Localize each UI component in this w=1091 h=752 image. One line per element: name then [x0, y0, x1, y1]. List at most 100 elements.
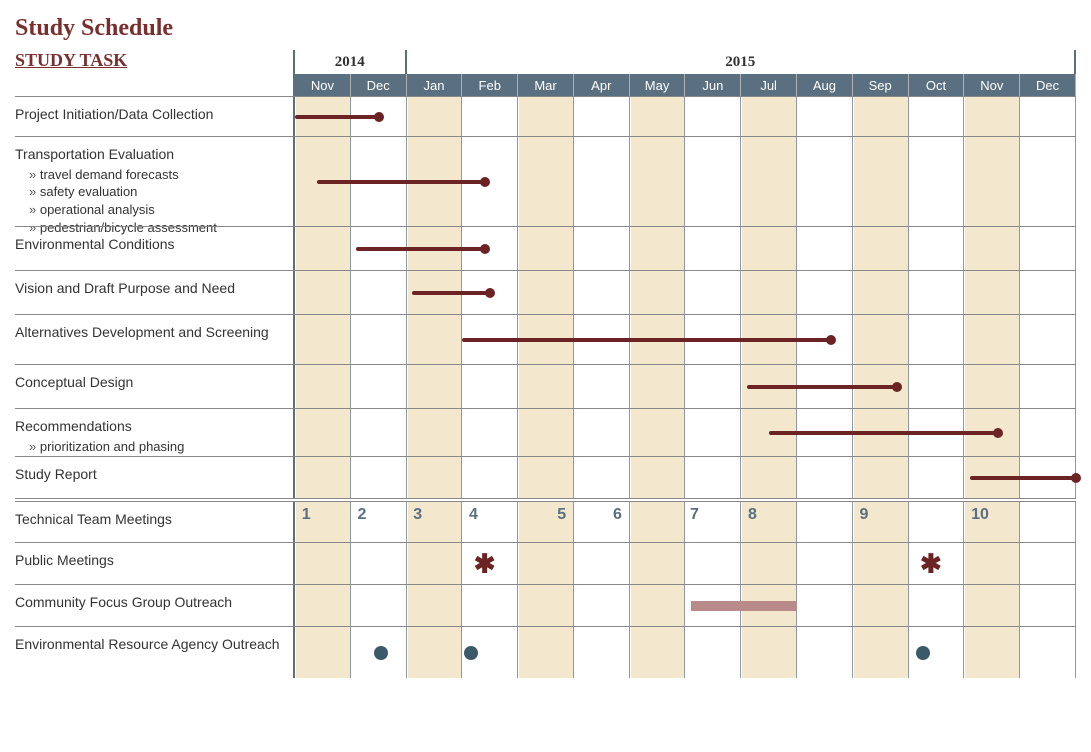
grid-cell [685, 409, 741, 456]
task-label: Community Focus Group Outreach [15, 585, 295, 626]
task-row: Alternatives Development and Screening [15, 314, 1076, 364]
task-name: Technical Team Meetings [15, 511, 172, 527]
dot-icon [374, 646, 388, 660]
grid-cell [518, 365, 574, 408]
meeting-number: 2 [357, 506, 366, 524]
grid-cell [685, 271, 741, 314]
grid-cell [295, 271, 351, 314]
grid-cell [685, 627, 741, 678]
month-label: Dec [351, 74, 407, 96]
grid-cell [518, 97, 574, 136]
grid-cell [909, 457, 965, 498]
task-subitem: travel demand forecasts [29, 166, 283, 184]
task-label: Transportation Evaluation travel demand f… [15, 137, 295, 226]
grid-cell [797, 502, 853, 542]
grid-cell [909, 137, 965, 226]
task-name: Transportation Evaluation [15, 146, 174, 162]
grid-cell [1020, 502, 1076, 542]
grid-cell [909, 315, 965, 364]
grid-area [295, 97, 1076, 136]
grid-cell [630, 409, 686, 456]
grid-cell [741, 543, 797, 584]
grid-cell [909, 502, 965, 542]
grid-cell [741, 457, 797, 498]
month-label: Jul [741, 74, 797, 96]
grid-cell [407, 97, 463, 136]
grid-cell [909, 97, 965, 136]
grid-cell [574, 409, 630, 456]
grid-cell [685, 543, 741, 584]
grid-cell [909, 585, 965, 626]
task-row: Environmental Conditions [15, 226, 1076, 270]
grid-cell [685, 227, 741, 270]
grid-cell [407, 543, 463, 584]
grid-cell [518, 409, 574, 456]
grid-cell [909, 227, 965, 270]
grid-cell [295, 627, 351, 678]
task-row: Vision and Draft Purpose and Need [15, 270, 1076, 314]
grid-cell [741, 97, 797, 136]
task-row: Project Initiation/Data Collection [15, 96, 1076, 136]
grid-cell [295, 409, 351, 456]
task-row: Community Focus Group Outreach [15, 584, 1076, 626]
grid-cell [518, 457, 574, 498]
grid-cell [462, 97, 518, 136]
task-name: Environmental Resource Agency Outreach [15, 636, 280, 652]
grid-cell [797, 227, 853, 270]
grid-cell [574, 227, 630, 270]
meeting-number: 8 [748, 506, 757, 524]
grid-area [295, 315, 1076, 364]
grid-cell [1020, 271, 1076, 314]
grid-cell [964, 585, 1020, 626]
task-label: Environmental Resource Agency Outreach [15, 627, 295, 678]
grid-cell [964, 543, 1020, 584]
grid-cell [351, 457, 407, 498]
task-row: Study Report [15, 456, 1076, 498]
task-row: Environmental Resource Agency Outreach [15, 626, 1076, 678]
grid-cell [351, 315, 407, 364]
gantt-bar [317, 180, 484, 184]
grid-cell [964, 97, 1020, 136]
grid-cell [853, 271, 909, 314]
meeting-number: 10 [971, 506, 989, 524]
grid-cell [295, 227, 351, 270]
task-name: Alternatives Development and Screening [15, 324, 269, 340]
month-label: Feb [462, 74, 518, 96]
grid-cell [853, 97, 909, 136]
task-subitem: safety evaluation [29, 183, 283, 201]
grid-cell [574, 97, 630, 136]
month-label: Nov [964, 74, 1020, 96]
grid-cell [518, 585, 574, 626]
task-label: Public Meetings [15, 543, 295, 584]
grid-area: 12345678910 [295, 502, 1076, 542]
task-label: Study Report [15, 457, 295, 498]
meeting-number: 9 [860, 506, 869, 524]
task-row: Recommendationsprioritization and phasin… [15, 408, 1076, 456]
grid-cell [853, 137, 909, 226]
grid-cell [964, 315, 1020, 364]
month-label: Oct [909, 74, 965, 96]
task-label: Recommendationsprioritization and phasin… [15, 409, 295, 456]
grid-cell [407, 365, 463, 408]
grid-cell [407, 585, 463, 626]
grid-cell [964, 627, 1020, 678]
grid-area [295, 227, 1076, 270]
grid-cell [518, 137, 574, 226]
grid-area [295, 627, 1076, 678]
month-label: Aug [797, 74, 853, 96]
month-label: May [630, 74, 686, 96]
grid-cell [630, 365, 686, 408]
month-label: Jun [685, 74, 741, 96]
grid-cell [462, 409, 518, 456]
grid-cell [351, 271, 407, 314]
grid-cell [630, 137, 686, 226]
meeting-number: 6 [613, 506, 622, 524]
grid-cell [685, 365, 741, 408]
year-header-row: STUDY TASK 20142015 [15, 50, 1076, 74]
grid-cell [351, 365, 407, 408]
month-label: Apr [574, 74, 630, 96]
grid-cell [685, 97, 741, 136]
grid-cell [295, 457, 351, 498]
meeting-number: 5 [557, 506, 566, 524]
grid-cell [797, 271, 853, 314]
